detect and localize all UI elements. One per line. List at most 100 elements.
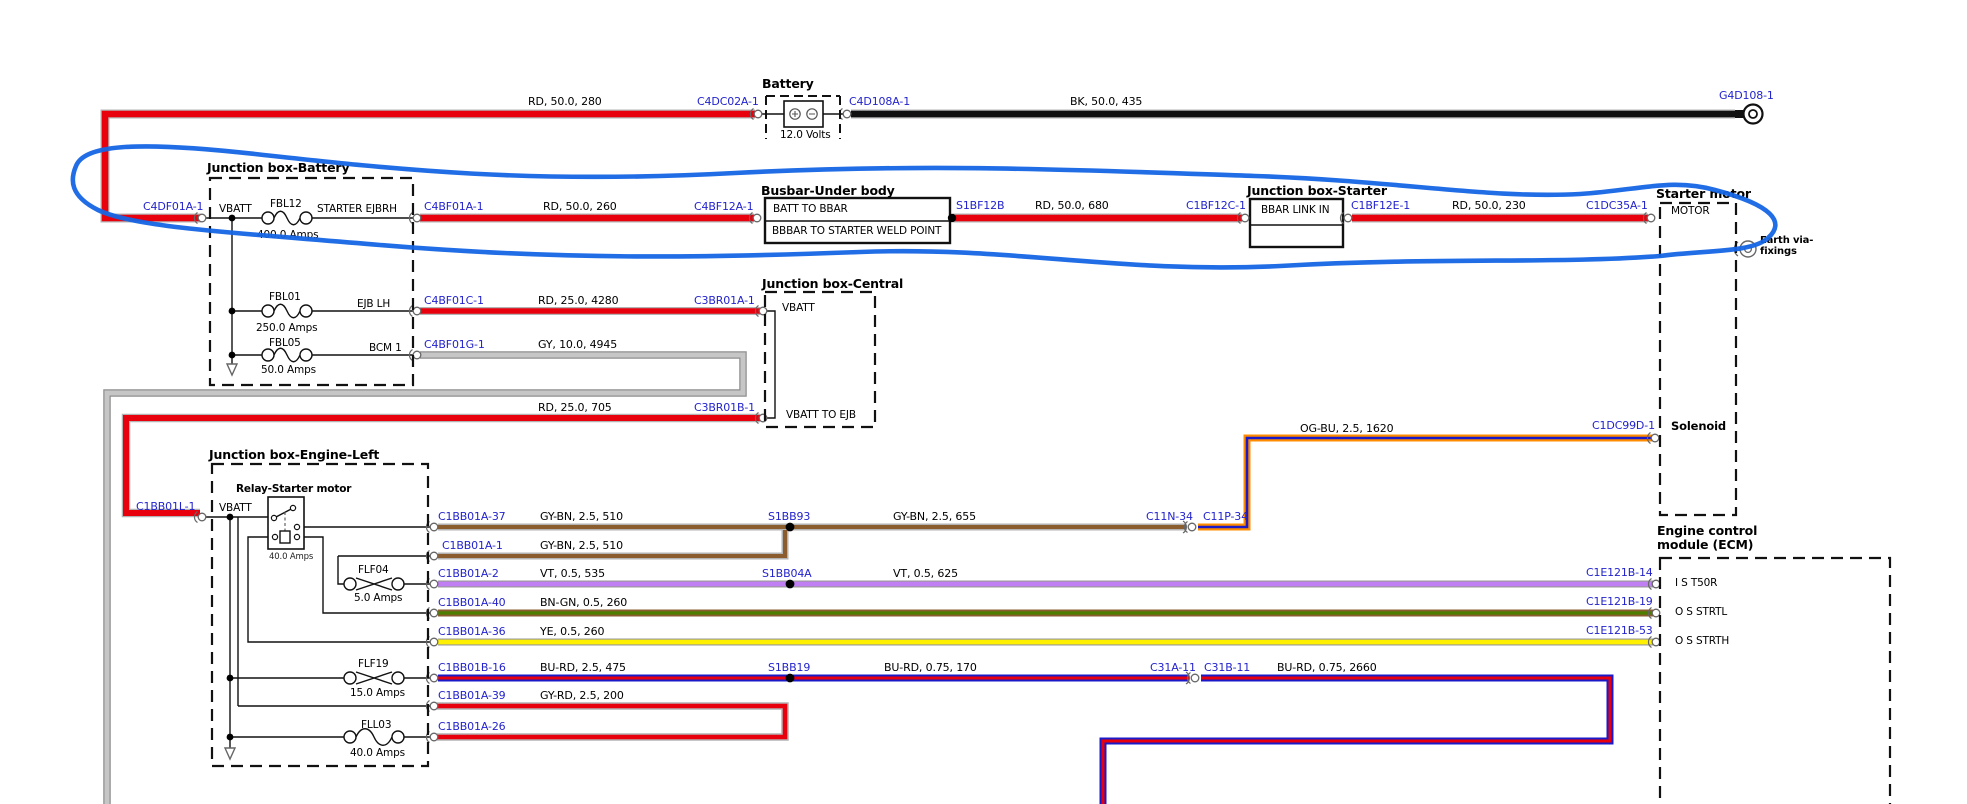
ground-bus-arrows: [223, 363, 239, 761]
connector-label-c1bb01a-39: C1BB01A-39: [438, 689, 506, 702]
wire-spec-b16-3: BU-RD, 0.75, 2660: [1277, 661, 1377, 674]
busbar-title: Busbar-Under body: [761, 183, 895, 198]
fuse-flf04: [343, 577, 405, 591]
fuse-amps-fbl01: 250.0 Amps: [256, 322, 318, 334]
wire-spec-rd680: RD, 50.0, 680: [1035, 199, 1109, 212]
fuse-amps-flf04: 5.0 Amps: [354, 592, 403, 604]
connector-label-c4df01a-1: C4DF01A-1: [143, 200, 204, 213]
circuit-label-ejb-lh: EJB LH: [357, 298, 391, 310]
connector-label-c1bb01a-26: C1BB01A-26: [438, 720, 506, 733]
fuse-fll03: [343, 728, 405, 746]
jb-starter-box: [1248, 197, 1345, 249]
jb-battery-title: Junction box-Battery: [207, 160, 350, 175]
wire-spec-rd230: RD, 50.0, 230: [1452, 199, 1526, 212]
connector-label-c1dc35a-1: C1DC35A-1: [1586, 199, 1648, 212]
jb-central-internal-lines: [767, 310, 776, 419]
wire-spec-b16: BU-RD, 2.5, 475: [540, 661, 626, 674]
connector-label-c11n-34: C11N-34: [1146, 510, 1193, 523]
wire-spec-b16-2: BU-RD, 0.75, 170: [884, 661, 977, 674]
connector-label-c1bb01a-2: C1BB01A-2: [438, 567, 499, 580]
junction-dots: [226, 213, 957, 741]
wire-spec-a40: BN-GN, 0.5, 260: [540, 596, 628, 609]
splice-label-s1bb04a: S1BB04A: [762, 567, 812, 580]
pin-label-vbatt: VBATT: [219, 203, 252, 215]
splice-label-s1bb19: S1BB19: [768, 661, 811, 674]
connector-label-c1e121b-53: C1E121B-53: [1586, 624, 1653, 637]
ground-label-g4d108-1: G4D108-1: [1719, 89, 1774, 102]
connector-label-c1bb01l-1: C1BB01L-1: [136, 500, 196, 513]
wire-spec-a2-2: VT, 0.5, 625: [893, 567, 958, 580]
battery-outline: [765, 95, 841, 139]
wire-spec-gy4945: GY, 10.0, 4945: [538, 338, 618, 351]
wire-spec-a36: YE, 0.5, 260: [540, 625, 605, 638]
fuse-label-fbl12: FBL12: [270, 198, 302, 210]
connector-label-c1bb01a-1: C1BB01A-1: [442, 539, 503, 552]
fuse-label-fll03: FLL03: [361, 719, 392, 731]
battery-symbol: [783, 100, 824, 128]
wire-ogbu-solenoid: [1198, 434, 1652, 531]
connector-label-c4d108a-1: C4D108A-1: [849, 95, 911, 108]
earth-via-label-line1: Earth via-: [1760, 235, 1814, 246]
pin-label-solenoid: Solenoid: [1671, 419, 1726, 433]
wire-spec-rd4280: RD, 25.0, 4280: [538, 294, 619, 307]
battery-volts: 12.0 Volts: [780, 129, 831, 141]
ecm-pin-osstrtl: O S STRTL: [1675, 606, 1728, 618]
wire-spec-rd280: RD, 50.0, 280: [528, 95, 602, 108]
splice-label-s1bb93: S1BB93: [768, 510, 811, 523]
inline-connector-pairs: [1182, 520, 1200, 685]
fuse-flf19: [343, 671, 405, 685]
battery-title: Battery: [762, 76, 814, 91]
circuit-label-bcm1: BCM 1: [369, 342, 402, 354]
wire-spec-rd705: RD, 25.0, 705: [538, 401, 612, 414]
fuse-fbl01: [261, 303, 313, 319]
wire-spec-ogbu1620: OG-BU, 2.5, 1620: [1300, 422, 1394, 435]
connector-label-c1bb01a-37: C1BB01A-37: [438, 510, 506, 523]
connector-label-c4bf01a-1: C4BF01A-1: [424, 200, 484, 213]
pin-label-vbatt-central: VBATT: [782, 302, 815, 314]
connector-label-c3br01a-1: C3BR01A-1: [694, 294, 755, 307]
connector-label-c1bb01b-16: C1BB01B-16: [438, 661, 506, 674]
fuse-label-flf19: FLF19: [358, 658, 389, 670]
connector-label-c1dc99d-1: C1DC99D-1: [1592, 419, 1655, 432]
relay-title: Relay-Starter motor: [236, 483, 352, 495]
fuse-fbl05: [261, 347, 313, 363]
wire-spec-a39: GY-RD, 2.5, 200: [540, 689, 624, 702]
jb-engine-internal-lines: [205, 516, 434, 748]
connector-label-c4bf01c-1: C4BF01C-1: [424, 294, 484, 307]
wire-spec-rd260: RD, 50.0, 260: [543, 200, 617, 213]
jb-starter-title: Junction box-Starter: [1247, 183, 1387, 198]
connector-label-c31b-11: C31B-11: [1204, 661, 1251, 674]
fuse-amps-fll03: 40.0 Amps: [350, 747, 405, 759]
connector-label-c1bf12e-1: C1BF12E-1: [1351, 199, 1411, 212]
busbar-row-batt-to-bbar: BATT TO BBAR: [773, 203, 848, 215]
jb-central-outline: [763, 290, 877, 429]
connector-label-c1e121b-19: C1E121B-19: [1586, 595, 1653, 608]
ecm-pin-osstrth: O S STRTH: [1675, 635, 1730, 647]
connector-label-c11p-34: C11P-34: [1203, 510, 1248, 523]
wire-battery-feed-red: [100, 109, 755, 223]
wire-burd-after-c31: [1099, 674, 1614, 804]
jb-central-title: Junction box-Central: [762, 276, 904, 291]
earth-via-label-line2: fixings: [1760, 246, 1797, 257]
pin-label-motor: MOTOR: [1671, 205, 1710, 217]
ecm-outline: [1658, 556, 1892, 804]
connector-label-c31a-11: C31A-11: [1150, 661, 1196, 674]
splice-label-s1bf12b: S1BF12B: [956, 199, 1005, 212]
wire-spec-bk435: BK, 50.0, 435: [1070, 95, 1143, 108]
jb-engine-left-outline: [210, 462, 430, 768]
pin-label-vbatt-to-ejb: VBATT TO EJB: [786, 409, 856, 421]
fuse-amps-fbl05: 50.0 Amps: [261, 364, 316, 376]
connector-label-c4dc02a-1: C4DC02A-1: [697, 95, 759, 108]
ground-ring-g4d108: [1735, 103, 1764, 125]
fuse-label-fbl05: FBL05: [269, 337, 301, 349]
wire-gyrd-loop: [437, 702, 789, 741]
connector-label-c1e121b-14: C1E121B-14: [1586, 566, 1653, 579]
jb-starter-row: BBAR LINK IN: [1261, 204, 1330, 216]
fuse-fbl12: [261, 210, 313, 226]
starter-motor-title: Starter motor: [1656, 186, 1751, 201]
fuse-amps-flf19: 15.0 Amps: [350, 687, 405, 699]
wire-spec-a2: VT, 0.5, 535: [540, 567, 605, 580]
